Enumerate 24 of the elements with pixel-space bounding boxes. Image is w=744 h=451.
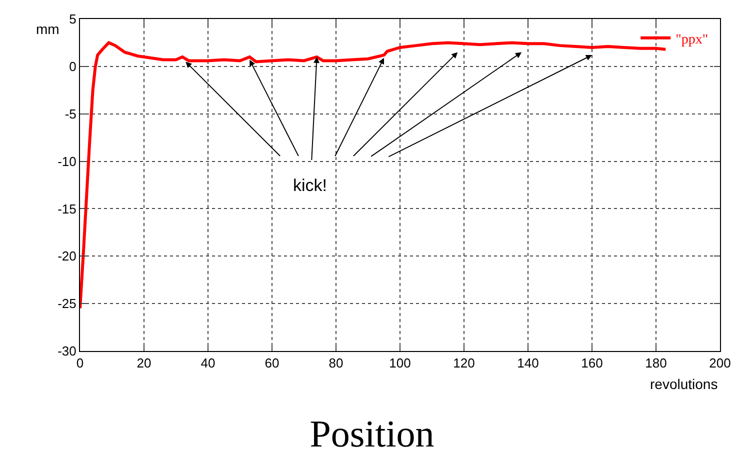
x-axis-title: revolutions [650, 376, 718, 392]
x-tick-label: 180 [645, 356, 667, 371]
y-tick-label: -15 [58, 201, 76, 216]
y-tick-label: 0 [69, 58, 76, 74]
y-tick-label: -5 [64, 106, 76, 122]
text: Position [310, 413, 434, 451]
y-tick-label: -10 [58, 154, 76, 169]
y-tick-label: -30 [58, 344, 76, 359]
x-tick-label: 200 [709, 356, 731, 371]
line-series [80, 41, 668, 310]
y-tick-label: -20 [58, 248, 76, 264]
x-tick-label: 160 [581, 356, 603, 371]
x-tick-label: 100 [389, 356, 411, 371]
legend-label: "ppx" [676, 32, 708, 48]
y-tick-label: 5 [69, 12, 76, 27]
x-tick-label: 60 [264, 356, 280, 371]
y-axis-title: mm [36, 21, 60, 37]
x-tick-label: 80 [328, 356, 344, 371]
x-tick-label: 140 [517, 356, 539, 371]
x-tick-label: 20 [136, 356, 152, 371]
x-tick-label: 40 [200, 356, 216, 371]
x-tick-label: 120 [453, 356, 475, 371]
annotation: kick! [293, 176, 327, 195]
y-tick-label: -25 [58, 296, 76, 312]
